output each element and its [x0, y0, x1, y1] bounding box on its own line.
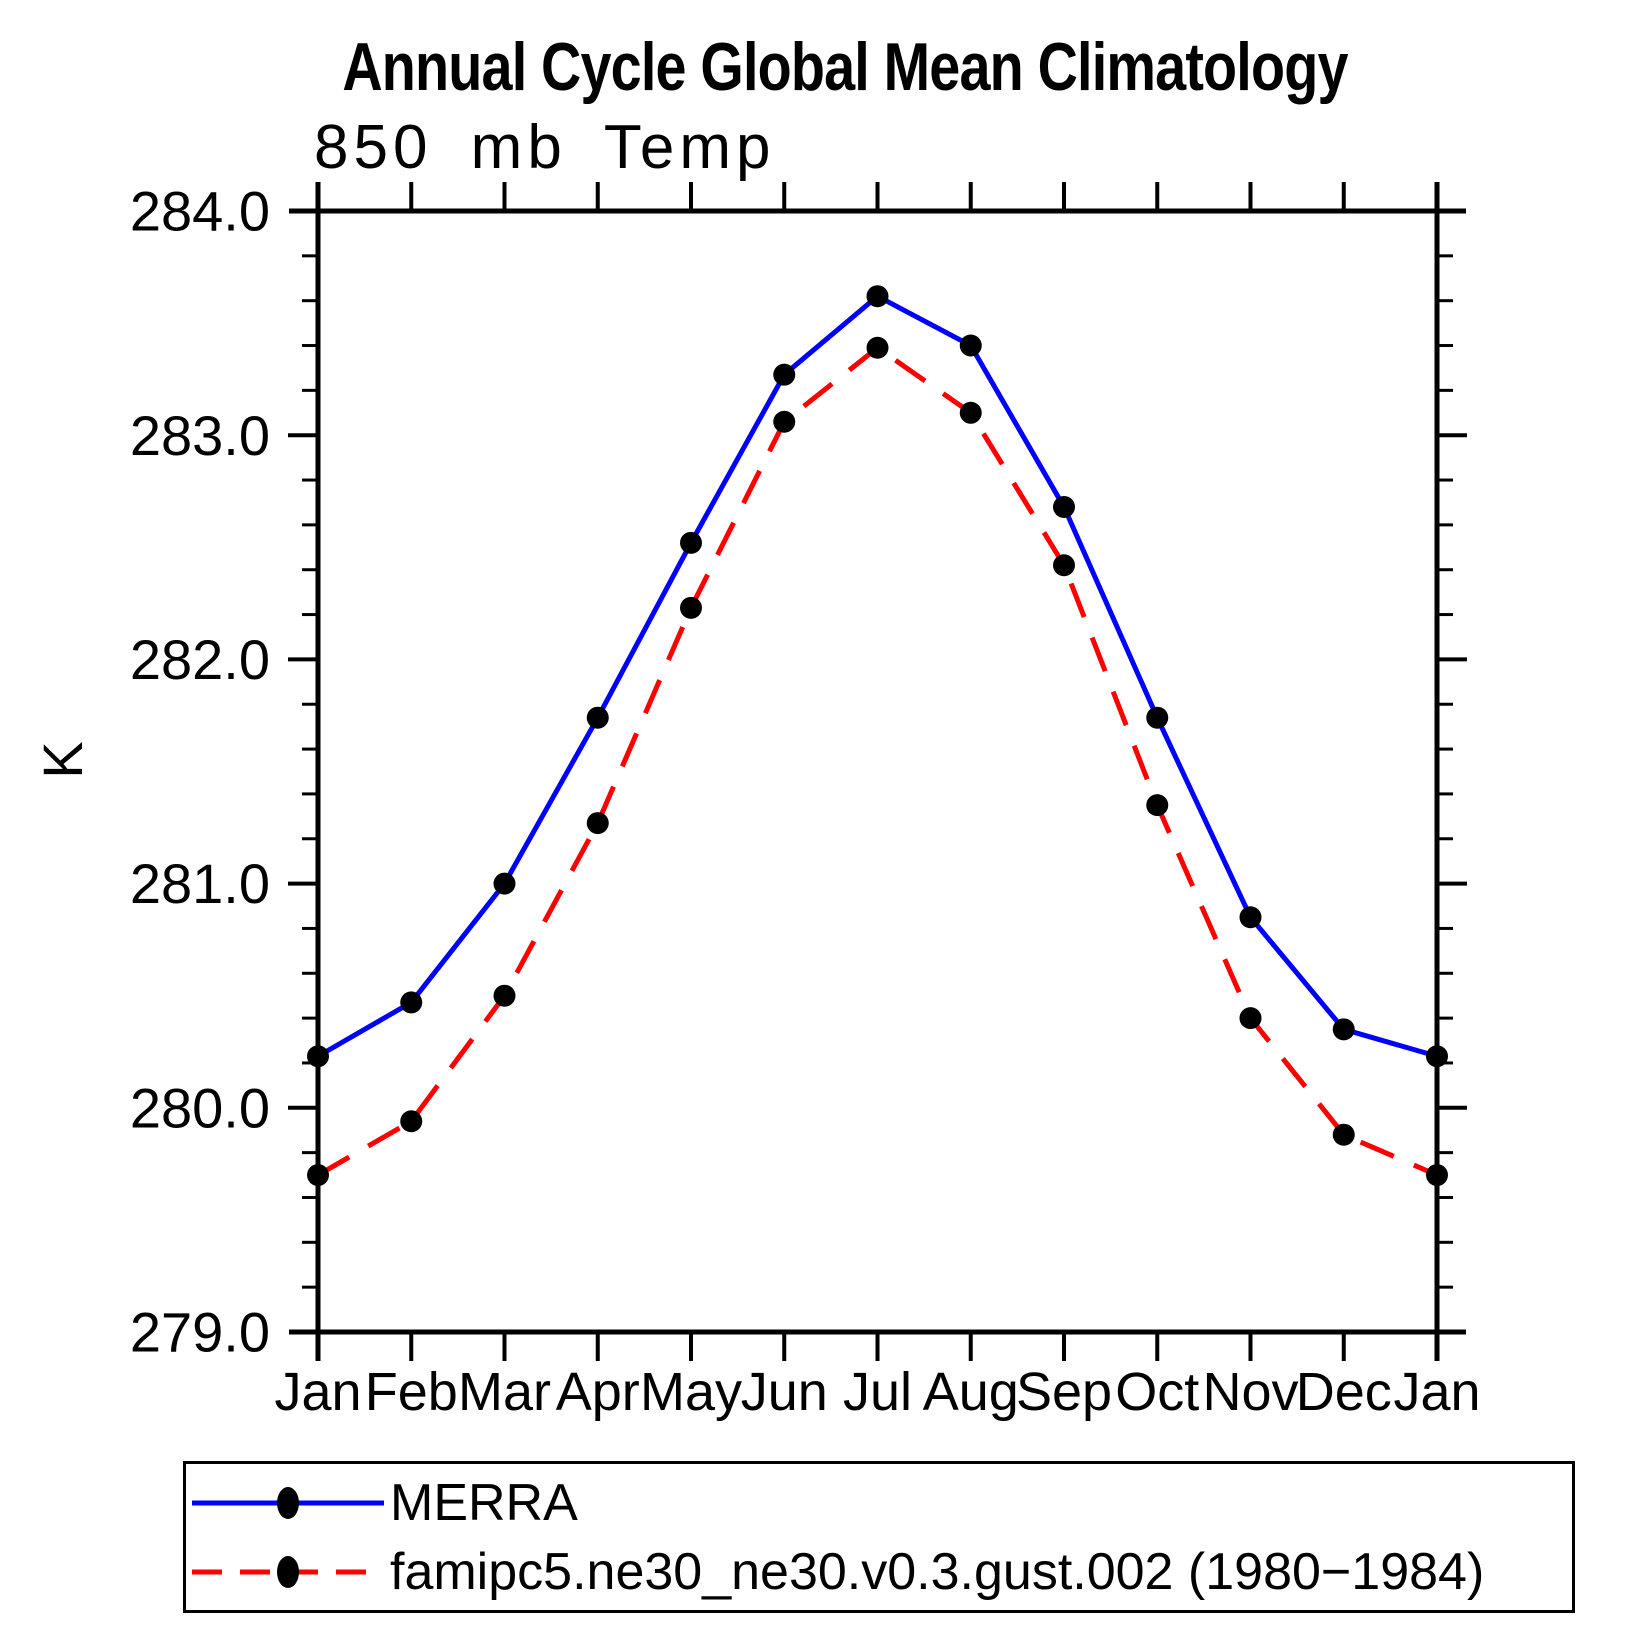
- data-point-marker: [680, 531, 702, 554]
- x-tick-label: Oct: [1115, 1362, 1199, 1422]
- data-point-marker: [307, 1164, 329, 1187]
- x-tick-label: Sep: [1016, 1362, 1112, 1422]
- data-point-marker: [773, 410, 796, 433]
- legend-marker-icon: [277, 1555, 299, 1588]
- data-point-marker: [1332, 1018, 1355, 1041]
- data-point-marker: [400, 991, 423, 1014]
- x-tick-label: May: [640, 1362, 742, 1422]
- x-tick-label: Dec: [1296, 1362, 1392, 1422]
- legend-label-model: famipc5.ne30_ne30.v0.3.gust.002 (1980−19…: [390, 1542, 1485, 1601]
- y-tick-label: 282.0: [130, 628, 270, 691]
- legend-marker-icon: [277, 1486, 299, 1519]
- chart-title: Annual Cycle Global Mean Climatology: [30, 28, 1647, 106]
- data-point-marker: [1239, 906, 1262, 929]
- x-tick-label: Feb: [365, 1362, 458, 1422]
- legend-label-merra: MERRA: [390, 1473, 578, 1532]
- chart-title-text: Annual Cycle Global Mean Climatology: [342, 29, 1348, 105]
- x-tick-label: Jun: [741, 1362, 828, 1422]
- data-point-marker: [866, 336, 889, 359]
- legend-box: MERRA famipc5.ne30_ne30.v0.3.gust.002 (1…: [183, 1461, 1575, 1613]
- x-tick-label: Apr: [556, 1362, 640, 1422]
- data-point-marker: [586, 706, 609, 729]
- axes: [288, 182, 1467, 1361]
- data-point-marker: [959, 401, 982, 424]
- legend-line-sample: [192, 1486, 384, 1519]
- data-point-marker: [1053, 495, 1075, 518]
- legend-item-model: famipc5.ne30_ne30.v0.3.gust.002 (1980−19…: [188, 1537, 1572, 1606]
- y-tick-label: 283.0: [130, 404, 270, 467]
- legend-item-merra: MERRA: [188, 1468, 1572, 1537]
- y-axis-title: K: [31, 741, 94, 778]
- y-tick-label: 284.0: [130, 180, 270, 243]
- data-point-marker: [493, 984, 516, 1007]
- x-tick-label: Jul: [843, 1362, 912, 1422]
- data-point-marker: [586, 812, 609, 835]
- data-point-marker: [773, 363, 796, 386]
- series-line-1: [316, 344, 1438, 1178]
- x-tick-label: Aug: [923, 1362, 1019, 1422]
- y-tick-label: 280.0: [130, 1076, 270, 1139]
- data-point-marker: [493, 872, 516, 895]
- data-point-marker: [400, 1110, 423, 1133]
- data-point-marker: [1053, 554, 1075, 577]
- data-point-marker: [1239, 1007, 1262, 1030]
- data-point-marker: [680, 596, 702, 619]
- x-tick-label: Jan: [1393, 1362, 1480, 1422]
- x-tick-label: Nov: [1202, 1362, 1298, 1422]
- x-tick-label: Jan: [274, 1362, 361, 1422]
- data-point-marker: [1332, 1123, 1355, 1146]
- data-point-marker: [866, 285, 889, 308]
- chart-subtitle: 850 mb Temp: [314, 113, 776, 182]
- y-tick-label: 279.0: [130, 1301, 270, 1364]
- data-point-marker: [1426, 1164, 1448, 1187]
- data-point-marker: [1146, 706, 1169, 729]
- data-point-marker: [1426, 1045, 1448, 1068]
- data-point-marker: [1146, 794, 1169, 817]
- series-line-0: [316, 293, 1438, 1059]
- x-tick-label: Mar: [458, 1362, 551, 1422]
- data-point-marker: [307, 1045, 329, 1068]
- legend-line-sample: [192, 1555, 384, 1588]
- y-tick-label: 281.0: [130, 852, 270, 915]
- data-point-marker: [959, 334, 982, 357]
